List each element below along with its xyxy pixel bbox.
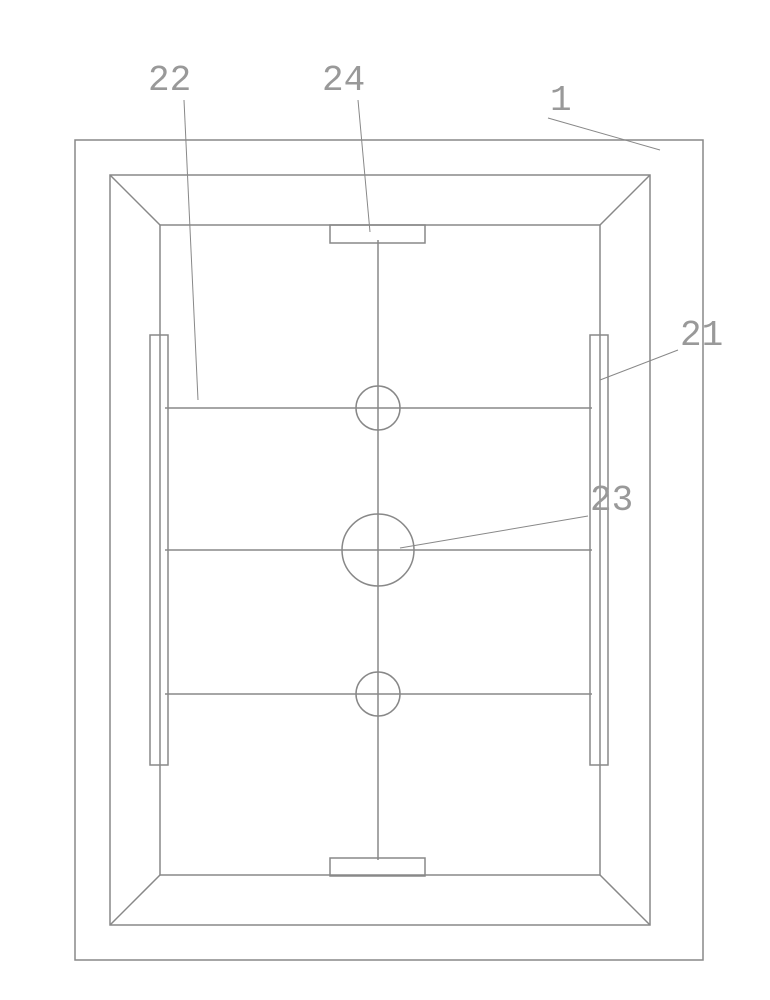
bevel-line <box>600 875 650 925</box>
label-24: 24 <box>322 60 365 101</box>
bevel-line <box>600 175 650 225</box>
label-23: 23 <box>590 480 633 521</box>
bevel-line <box>110 175 160 225</box>
label-1: 1 <box>550 80 572 121</box>
label-22: 22 <box>148 60 191 101</box>
leader-22 <box>184 100 198 400</box>
bevel-line <box>110 875 160 925</box>
technical-diagram: 22 24 1 21 23 <box>0 0 770 1000</box>
leader-24 <box>358 100 370 232</box>
bottom-plate <box>330 858 425 876</box>
leader-1 <box>548 118 660 150</box>
leader-23 <box>400 516 588 548</box>
right-side-plate <box>590 335 608 765</box>
leader-21 <box>600 350 678 380</box>
label-21: 21 <box>680 315 723 356</box>
